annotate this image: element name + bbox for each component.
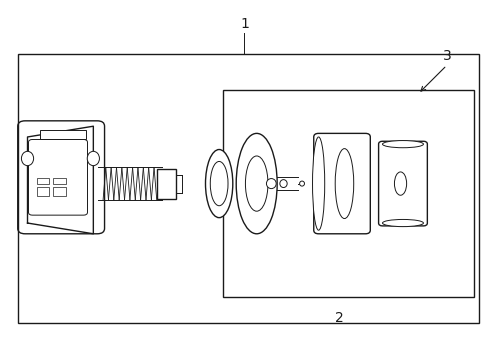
Ellipse shape — [334, 149, 353, 219]
Text: 2: 2 — [334, 311, 343, 325]
Ellipse shape — [245, 156, 267, 211]
Ellipse shape — [382, 220, 423, 226]
Ellipse shape — [266, 179, 276, 189]
Bar — [157, 168, 176, 199]
Text: 1: 1 — [240, 17, 248, 31]
FancyBboxPatch shape — [28, 139, 87, 215]
Text: 3: 3 — [442, 49, 450, 63]
Ellipse shape — [87, 151, 99, 166]
Bar — [53, 187, 65, 196]
Ellipse shape — [210, 161, 227, 206]
Bar — [37, 178, 49, 184]
FancyBboxPatch shape — [313, 134, 369, 234]
FancyBboxPatch shape — [378, 141, 427, 226]
Bar — [37, 187, 49, 196]
Ellipse shape — [312, 137, 324, 230]
Bar — [40, 130, 86, 139]
Ellipse shape — [21, 151, 34, 166]
Ellipse shape — [279, 180, 286, 188]
Bar — [18, 54, 478, 323]
Ellipse shape — [236, 134, 277, 234]
Ellipse shape — [394, 172, 406, 195]
Ellipse shape — [382, 140, 423, 148]
Bar — [222, 90, 473, 297]
Ellipse shape — [205, 149, 232, 218]
Ellipse shape — [299, 181, 304, 186]
Bar — [53, 178, 65, 184]
